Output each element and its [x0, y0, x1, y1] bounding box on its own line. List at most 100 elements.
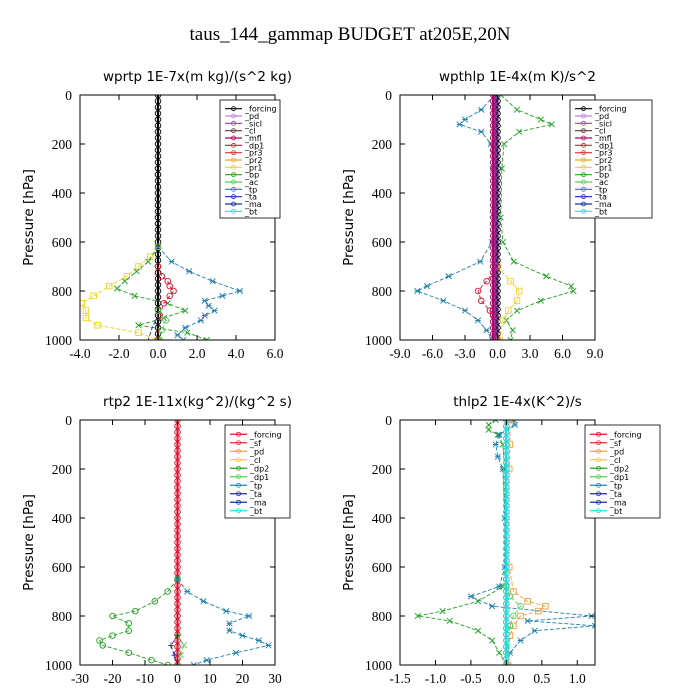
- data-point: [503, 545, 510, 552]
- y-tick-label: 400: [52, 186, 73, 201]
- data-point: [174, 588, 181, 595]
- legend-marker: [581, 179, 586, 185]
- data-point: [489, 275, 497, 283]
- data-point: [190, 661, 197, 665]
- data-point: [158, 273, 166, 280]
- legend-entry: _pd: [594, 112, 609, 121]
- x-tick-label: -6.0: [422, 346, 444, 361]
- data-point: [489, 306, 497, 313]
- data-point: [174, 576, 181, 583]
- data-point: [184, 329, 191, 336]
- legend-marker: [581, 120, 586, 126]
- data-point: [109, 612, 116, 620]
- data-point: [166, 282, 173, 290]
- data-point: [174, 502, 181, 510]
- data-point: [154, 293, 162, 301]
- data-point: [177, 652, 184, 659]
- data-point: [154, 220, 162, 227]
- data-point: [151, 598, 158, 605]
- data-point: [503, 563, 510, 571]
- legend-entry: _pd: [244, 112, 259, 121]
- legend-entry: _pr2: [594, 156, 612, 165]
- legend-marker: [581, 208, 586, 214]
- legend-marker: [596, 499, 601, 505]
- data-point: [483, 277, 490, 285]
- legend-marker: [231, 128, 236, 134]
- y-tick-label: 0: [385, 413, 392, 428]
- x-tick-label: -1.0: [425, 671, 447, 686]
- data-point: [174, 331, 181, 339]
- legend-entry: _ta: [244, 193, 257, 202]
- series-line-ta: [170, 635, 178, 665]
- series-line-tp: [177, 578, 270, 665]
- data-point: [492, 420, 499, 424]
- data-point: [154, 152, 162, 160]
- y-tick-label: 200: [372, 137, 393, 152]
- legend-marker: [596, 508, 601, 514]
- data-point: [154, 287, 162, 295]
- x-tick-label: 0.5: [533, 671, 550, 686]
- data-point: [503, 569, 510, 577]
- legend-marker: [231, 142, 236, 148]
- legend-entry: _forcing: [609, 430, 642, 439]
- legend-marker: [236, 440, 241, 446]
- data-point: [497, 95, 504, 99]
- data-point: [174, 459, 181, 467]
- data-point: [154, 195, 162, 203]
- data-point: [109, 632, 116, 639]
- legend-marker: [581, 201, 586, 207]
- data-point: [125, 649, 132, 657]
- data-point: [440, 297, 447, 304]
- legend-marker: [231, 172, 236, 178]
- data-point: [591, 622, 595, 629]
- y-tick-label: 0: [65, 413, 72, 428]
- legend-marker: [231, 113, 236, 119]
- data-point: [445, 273, 452, 280]
- y-tick-label: 1000: [365, 658, 392, 673]
- legend-entry: _dp1: [244, 141, 264, 150]
- data-point: [154, 281, 162, 289]
- data-point: [154, 110, 162, 117]
- data-point: [236, 287, 244, 295]
- data-point: [497, 214, 504, 221]
- data-point: [568, 282, 575, 290]
- y-tick-label: 400: [52, 511, 73, 526]
- legend-entry: _ta: [594, 193, 607, 202]
- series-group: [96, 420, 272, 665]
- data-point: [513, 106, 521, 113]
- data-point: [503, 478, 510, 485]
- data-point: [154, 159, 162, 166]
- series-line-dp1: [177, 635, 185, 665]
- data-point: [154, 171, 162, 178]
- data-point: [174, 514, 181, 522]
- data-point: [489, 140, 497, 148]
- legend-entry: _bp: [244, 171, 259, 180]
- data-point: [168, 642, 174, 649]
- legend-entry: _tp: [594, 185, 607, 194]
- data-point: [245, 612, 253, 620]
- y-tick-label: 800: [372, 609, 393, 624]
- legend-entry: _tp: [609, 481, 622, 490]
- data-point: [503, 600, 510, 608]
- data-point: [503, 582, 510, 589]
- data-point: [503, 527, 510, 534]
- data-point: [537, 116, 544, 123]
- data-point: [510, 622, 517, 630]
- data-point: [503, 496, 510, 503]
- data-point: [99, 642, 106, 649]
- data-point: [135, 322, 142, 329]
- data-point: [489, 244, 497, 252]
- data-point: [503, 447, 510, 454]
- data-point: [174, 496, 181, 503]
- data-point: [516, 128, 523, 135]
- data-point: [174, 435, 181, 442]
- data-point: [226, 620, 233, 627]
- x-tick-label: -30: [71, 671, 89, 686]
- y-axis-label: Pressure [hPa]: [21, 494, 37, 591]
- legend-marker: [231, 208, 236, 214]
- data-point: [203, 656, 210, 664]
- data-point: [131, 607, 139, 615]
- x-tick-label: 10: [203, 671, 217, 686]
- x-tick-label: 30: [268, 671, 282, 686]
